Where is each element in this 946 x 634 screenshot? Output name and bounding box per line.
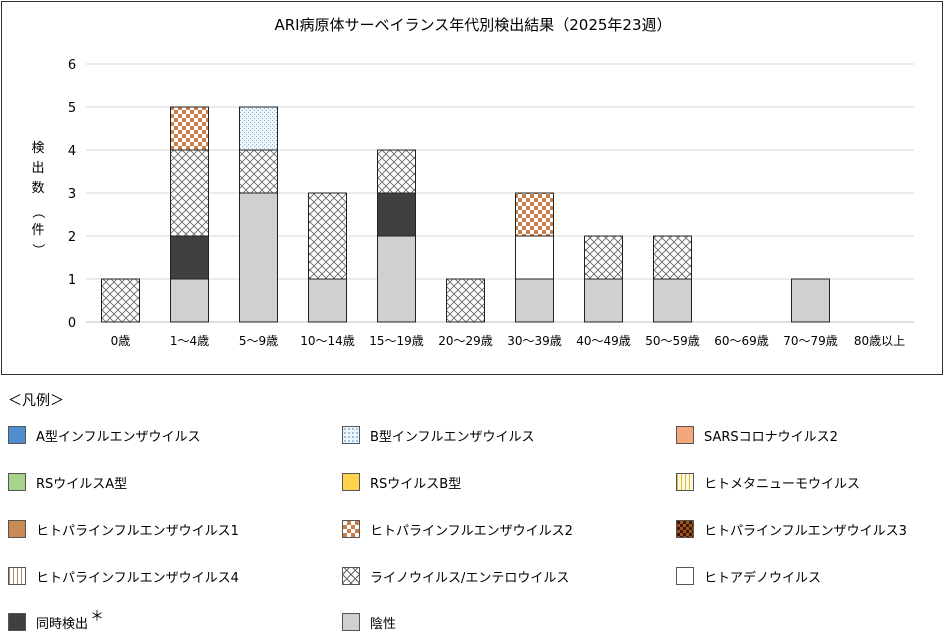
legend-item-sars2: SARSコロナウイルス2 — [676, 424, 838, 446]
bar-segment-fluB — [239, 106, 278, 151]
x-tick-label: 50～59歳 — [645, 334, 700, 348]
y-tick-label: 0 — [68, 316, 76, 331]
y-axis-label-char: 数 — [31, 181, 44, 196]
x-tick-label: 10～14歳 — [300, 334, 355, 348]
y-axis-label-char: （ — [30, 205, 45, 218]
x-tick-label: 15～19歳 — [369, 334, 424, 348]
legend-item-rhino: ライノウイルス/エンテロウイルス — [342, 565, 569, 587]
bar-segment-rhino — [170, 149, 209, 237]
bar-segment-adeno — [515, 235, 554, 280]
legend-item-adeno: ヒトアデノウイルス — [676, 565, 821, 587]
y-axis-label-char: ） — [30, 243, 45, 256]
legend-label: ヒトアデノウイルス — [704, 570, 822, 586]
bar-segment-neg — [239, 192, 278, 323]
bar-segment-rhino — [101, 278, 140, 323]
bar-segment-hpiv2 — [170, 106, 209, 151]
legend-swatch — [676, 473, 694, 491]
legend-label: ライノウイルス/エンテロウイルス — [370, 570, 570, 586]
legend-label: B型インフルエンザウイルス — [370, 429, 535, 445]
legend-swatch — [8, 473, 26, 491]
x-tick-label: 70～79歳 — [783, 334, 838, 348]
legend-item-neg: 陰性 — [342, 611, 396, 633]
bar-segment-neg — [377, 235, 416, 323]
y-tick-label: 2 — [68, 230, 76, 245]
bars — [101, 106, 830, 323]
legend-label: ヒトパラインフルエンザウイルス1 — [36, 523, 239, 539]
y-tick-label: 3 — [68, 187, 76, 202]
x-tick-label: 40～49歳 — [576, 334, 631, 348]
legend-title: ＜凡例＞ — [8, 393, 64, 409]
legend-item-rsB: RSウイルスB型 — [342, 471, 461, 493]
legend-swatch — [342, 473, 360, 491]
chart-svg: ARI病原体サーベイランス年代別検出結果（2025年23週） 検出数 （ 件 ） 0 1… — [30, 16, 914, 348]
y-tick-label: 4 — [68, 144, 76, 159]
x-tick-labels: 0歳 1～4歳 5～9歳 10～14歳 15～19歳 20～29歳 30～39歳 40～49歳… — [111, 334, 905, 348]
bar-segment-rhino — [584, 235, 623, 280]
legend-item-fluA: A型インフルエンザウイルス — [8, 424, 201, 446]
y-axis-label-char: 件 — [31, 223, 44, 238]
y-axis-label-char: 検 — [31, 141, 44, 156]
legend-label: A型インフルエンザウイルス — [36, 429, 201, 445]
legend-label: 陰性 — [370, 616, 397, 632]
legend-swatch — [8, 567, 26, 585]
bar-segment-rhino — [446, 278, 485, 323]
bar-segment-neg — [515, 278, 554, 323]
x-tick-label: 60～69歳 — [714, 334, 769, 348]
legend-label: RSウイルスB型 — [370, 476, 462, 492]
footnote-asterisk: ＊ — [90, 609, 105, 625]
x-tick-label: 5～9歳 — [239, 334, 278, 348]
x-tick-label: 30～39歳 — [507, 334, 562, 348]
legend-label: ヒトパラインフルエンザウイルス4 — [36, 570, 239, 586]
legend-swatch — [8, 426, 26, 444]
legend-swatch — [342, 613, 360, 631]
bar-segment-neg — [791, 278, 830, 323]
legend-swatch — [8, 613, 26, 631]
chart-frame: ARI病原体サーベイランス年代別検出結果（2025年23週） 検出数 （ 件 ） 0 1… — [1, 1, 943, 375]
bar-segment-coinf — [170, 235, 209, 280]
legend-label: RSウイルスA型 — [36, 476, 128, 492]
x-tick-label: 20～29歳 — [438, 334, 493, 348]
bar-segment-neg — [653, 278, 692, 323]
x-tick-label: 1～4歳 — [170, 334, 209, 348]
bar-segment-hpiv2 — [515, 192, 554, 237]
bar-segment-neg — [170, 278, 209, 323]
bar-segment-rhino — [308, 192, 347, 280]
legend-item-hpiv4: ヒトパラインフルエンザウイルス4 — [8, 565, 239, 587]
legend-label: ヒトパラインフルエンザウイルス2 — [370, 523, 573, 539]
bar-segment-rhino — [377, 149, 416, 194]
bar-segment-rhino — [653, 235, 692, 280]
legend-swatch — [8, 520, 26, 538]
legend-item-hpiv3: ヒトパラインフルエンザウイルス3 — [676, 518, 907, 540]
legend-swatch — [676, 567, 694, 585]
legend-item-hmpv: ヒトメタニューモウイルス — [676, 471, 860, 493]
legend-label: 同時検出 — [36, 616, 89, 632]
legend-item-rsA: RSウイルスA型 — [8, 471, 127, 493]
y-axis-label: 検出数 （ 件 ） — [30, 141, 45, 257]
bar-segment-neg — [308, 278, 347, 323]
legend-item-fluB: B型インフルエンザウイルス — [342, 424, 535, 446]
y-tick-label: 6 — [68, 58, 76, 73]
chart-title: ARI病原体サーベイランス年代別検出結果（2025年23週） — [274, 16, 671, 34]
y-tick-labels: 0 1 2 3 4 5 6 — [68, 58, 76, 331]
legend-swatch — [342, 520, 360, 538]
y-tick-label: 1 — [68, 273, 76, 288]
legend-swatch — [676, 426, 694, 444]
legend-item-hpiv1: ヒトパラインフルエンザウイルス1 — [8, 518, 239, 540]
legend-item-coinf: 同時検出＊ — [8, 609, 104, 633]
y-tick-label: 5 — [68, 101, 76, 116]
gridlines — [86, 63, 914, 323]
legend-swatch — [342, 426, 360, 444]
legend-item-hpiv2: ヒトパラインフルエンザウイルス2 — [342, 518, 573, 540]
y-axis-label-char: 出 — [31, 161, 44, 176]
legend-swatch — [342, 567, 360, 585]
legend-label: ヒトパラインフルエンザウイルス3 — [704, 523, 907, 539]
legend-label: ヒトメタニューモウイルス — [704, 476, 861, 492]
legend-label: SARSコロナウイルス2 — [704, 429, 838, 445]
x-tick-label: 0歳 — [111, 334, 131, 348]
bar-segment-coinf — [377, 192, 416, 237]
legend-swatch — [676, 520, 694, 538]
x-tick-label: 80歳以上 — [854, 334, 905, 348]
bar-segment-rhino — [239, 149, 278, 194]
bar-segment-neg — [584, 278, 623, 323]
